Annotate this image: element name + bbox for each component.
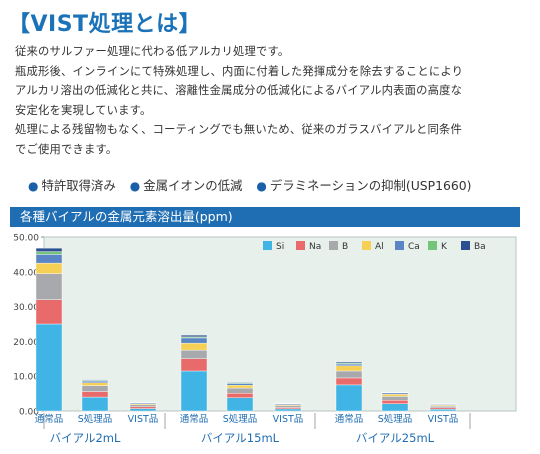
bar-segment xyxy=(382,393,408,394)
bar-segment xyxy=(382,396,408,400)
bar-segment xyxy=(227,393,253,398)
legend-swatch xyxy=(329,241,338,250)
bar-segment xyxy=(382,394,408,396)
x-category-label: VIST品 xyxy=(273,414,304,425)
bar-segment xyxy=(336,366,362,371)
feature-label: デラミネーションの抑制(USP1660) xyxy=(270,178,472,193)
bar-segment xyxy=(430,406,456,408)
description-line: 安定化を実現しています。 xyxy=(15,101,535,121)
x-category-label: S処理品 xyxy=(378,413,413,425)
x-category-label: VIST品 xyxy=(128,414,159,425)
y-tick-label: 30.00 xyxy=(13,303,39,313)
legend-label: Ba xyxy=(474,242,486,252)
bar-segment xyxy=(181,338,207,343)
feature-item: ●特許取得済み xyxy=(28,178,116,193)
legend-label: Ca xyxy=(408,242,420,252)
legend-swatch xyxy=(395,241,404,250)
feature-label: 金属イオンの低減 xyxy=(143,178,242,193)
group-label: バイアル2mL xyxy=(50,431,121,445)
bar-segment xyxy=(130,407,156,409)
bar-segment xyxy=(336,364,362,366)
bar-segment xyxy=(430,408,456,409)
bar-segment xyxy=(181,350,207,359)
bar-segment xyxy=(82,383,108,386)
bar-segment xyxy=(430,409,456,411)
bar-segment xyxy=(336,378,362,385)
group-label: バイアル15mL xyxy=(201,431,280,445)
bar-segment xyxy=(130,405,156,407)
y-tick-label: 20.00 xyxy=(13,338,39,348)
feature-label: 特許取得済み xyxy=(41,178,115,193)
bar-segment xyxy=(36,248,62,251)
feature-list: ●特許取得済み ●金属イオンの低減 ●デラミネーションの抑制(USP1660) xyxy=(28,176,481,194)
bar-segment xyxy=(36,254,62,263)
bar-segment xyxy=(382,404,408,411)
y-tick-label: 40.00 xyxy=(13,268,39,278)
plot-area xyxy=(44,237,516,411)
y-tick-label: 10.00 xyxy=(13,373,39,383)
group-label: バイアル25mL xyxy=(356,431,435,445)
legend-label: Si xyxy=(276,242,284,252)
legend-swatch xyxy=(263,241,272,250)
bar-segment xyxy=(275,406,301,408)
bar-segment xyxy=(36,300,62,324)
bar-segment xyxy=(227,385,253,388)
bar-segment xyxy=(227,382,253,383)
bar-segment xyxy=(82,397,108,411)
description-line: 処理による残留物もなく、コーティングでも無いため、従来のガラスバイアルと同条件 xyxy=(15,120,535,140)
bar-segment xyxy=(181,371,207,411)
bar-segment xyxy=(336,362,362,363)
bullet-icon: ● xyxy=(256,179,266,193)
chart-title: 各種バイアルの金属元素溶出量(ppm) xyxy=(10,207,520,227)
bar-segment xyxy=(130,409,156,411)
x-category-label: VIST品 xyxy=(428,414,459,425)
x-category-label: 通常品 xyxy=(35,413,64,425)
y-tick-label: 50.00 xyxy=(13,234,39,244)
legend-label: Na xyxy=(309,242,321,252)
bar-segment xyxy=(181,343,207,350)
bar-segment xyxy=(36,274,62,300)
x-category-label: S処理品 xyxy=(223,413,258,425)
bar-segment xyxy=(227,384,253,386)
feature-item: ●金属イオンの低減 xyxy=(130,178,243,193)
description-line: でご使用できます。 xyxy=(15,140,535,160)
bullet-icon: ● xyxy=(28,179,38,193)
bar-segment xyxy=(382,400,408,403)
bar-segment xyxy=(82,392,108,398)
bar-segment xyxy=(336,371,362,378)
description: 従来のサルファー処理に代わる低アルカリ処理です。 瓶成形後、インラインにて特殊処… xyxy=(15,42,535,160)
bar-segment xyxy=(275,408,301,409)
legend-swatch xyxy=(296,241,305,250)
x-category-label: 通常品 xyxy=(180,413,209,425)
bar-segment xyxy=(82,380,108,381)
bar-segment xyxy=(82,386,108,392)
legend-swatch xyxy=(362,241,371,250)
bar-segment xyxy=(227,398,253,411)
bar-segment xyxy=(336,385,362,411)
bar-segment xyxy=(181,359,207,371)
page-title: 【VIST処理とは】 xyxy=(8,6,201,38)
legend-label: Al xyxy=(375,242,384,252)
x-category-label: S処理品 xyxy=(78,413,113,425)
description-line: 従来のサルファー処理に代わる低アルカリ処理です。 xyxy=(15,42,535,62)
bar-segment xyxy=(227,388,253,393)
description-line: アルカリ溶出の低減化と共に、溶離性金属成分の低減化によるバイアル内表面の高度な xyxy=(15,81,535,101)
bar-segment xyxy=(36,263,62,273)
feature-item: ● デラミネーションの抑制(USP1660) xyxy=(256,178,471,193)
legend-label: B xyxy=(342,242,348,252)
legend-swatch xyxy=(461,241,470,250)
description-line: 瓶成形後、インラインにて特殊処理し、内面に付着した発揮成分を除去することにより xyxy=(15,62,535,82)
bar-segment xyxy=(275,409,301,411)
x-category-label: 通常品 xyxy=(335,413,364,425)
bar-segment xyxy=(36,324,62,411)
bar-segment xyxy=(36,252,62,255)
bar-segment xyxy=(181,335,207,337)
bar-segment xyxy=(82,381,108,383)
legend-swatch xyxy=(428,241,437,250)
bullet-icon: ● xyxy=(130,179,140,193)
